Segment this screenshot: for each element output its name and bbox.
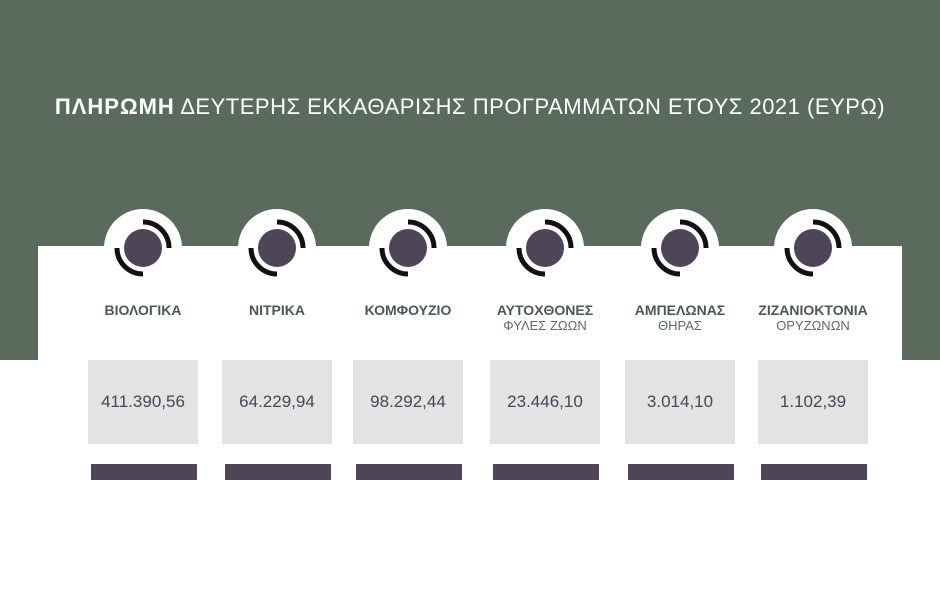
program-label: ΑΥΤΟΧΘΟΝΕΣ <box>496 302 594 318</box>
program-label: ΝΙΤΡΙΚΑ <box>249 302 305 318</box>
program-sublabel: ΟΡΥΖΩΝΩΝ <box>776 318 850 333</box>
accent-bar <box>761 464 867 480</box>
value-text: 98.292,44 <box>370 392 446 411</box>
program-label: ΚΟΜΦΟΥΖΙΟ <box>364 302 452 318</box>
value-text: 3.014,10 <box>646 392 714 411</box>
program-sublabel: ΘΗΡΑΣ <box>658 318 702 333</box>
accent-bar <box>493 464 599 480</box>
target-icon <box>238 209 316 287</box>
value-box: 98.292,44 <box>353 360 463 444</box>
accent-bar <box>225 464 331 480</box>
value-box: 64.229,94 <box>222 360 332 444</box>
accent-bar <box>356 464 462 480</box>
value-text: 23.446,10 <box>507 392 583 411</box>
value-text: 1.102,39 <box>779 392 847 411</box>
value-box: 1.102,39 <box>758 360 868 444</box>
target-icon <box>104 209 182 287</box>
accent-bar <box>91 464 197 480</box>
accent-bar <box>628 464 734 480</box>
program-label: ΖΙΖΑΝΙΟΚΤΟΝΙΑ <box>758 302 868 318</box>
value-box: 23.446,10 <box>490 360 600 444</box>
target-icon <box>506 209 584 287</box>
page-title: ΠΛΗΡΩΜΗ ΔΕΥΤΕΡΗΣ ΕΚΚΑΘΑΡΙΣΗΣ ΠΡΟΓΡΑΜΜΑΤΩ… <box>0 94 940 120</box>
value-text: 64.229,94 <box>239 392 315 411</box>
program-label: ΒΙΟΛΟΓΙΚΑ <box>104 302 182 318</box>
value-box: 411.390,56 <box>88 360 198 444</box>
program-label: ΑΜΠΕΛΩΝΑΣ <box>634 302 726 318</box>
target-icon <box>641 209 719 287</box>
program-sublabel: ΦΥΛΕΣ ΖΩΩΝ <box>503 318 587 333</box>
value-text: 411.390,56 <box>101 392 185 411</box>
title-rest: ΔΕΥΤΕΡΗΣ ΕΚΚΑΘΑΡΙΣΗΣ ΠΡΟΓΡΑΜΜΑΤΩΝ ΕΤΟΥΣ … <box>180 94 886 119</box>
title-strong: ΠΛΗΡΩΜΗ <box>54 94 175 119</box>
target-icon <box>774 209 852 287</box>
target-icon <box>369 209 447 287</box>
value-box: 3.014,10 <box>625 360 735 444</box>
